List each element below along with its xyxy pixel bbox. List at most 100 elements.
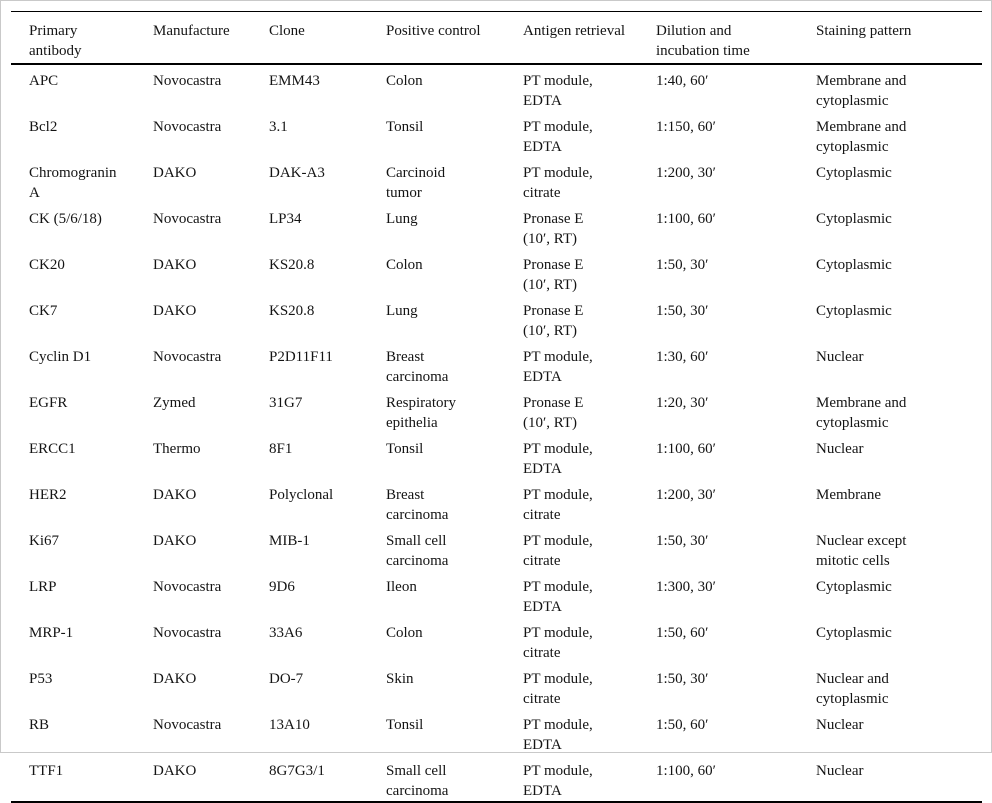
table-cell: KS20.8 <box>269 256 315 273</box>
table-cell: Membrane and cytoplasmic <box>816 72 907 109</box>
table-cell: DAKO <box>153 532 197 549</box>
table-cell: DAKO <box>153 486 197 503</box>
table-cell: Respiratory epithelia <box>386 394 456 431</box>
table-header-row: Primary antibody Manufacture Clone Posit… <box>11 11 982 65</box>
column-header-clone: Clone <box>269 11 386 65</box>
table-cell: Colon <box>386 624 423 641</box>
table-cell: Cytoplasmic <box>816 256 892 273</box>
table-cell: Novocastra <box>153 210 222 227</box>
table-cell: P2D11F11 <box>269 348 333 365</box>
table-cell: 1:50, 30′ <box>656 670 709 687</box>
table-cell: CK20 <box>29 256 65 273</box>
table-cell: DAKO <box>153 256 197 273</box>
table-cell: DO-7 <box>269 670 304 687</box>
table-cell: ERCC1 <box>29 440 76 457</box>
table-cell: EMM43 <box>269 72 320 89</box>
table-cell: 1:20, 30′ <box>656 394 709 411</box>
table-row: CK (5/6/18) Novocastra LP34 Lung Pronase… <box>11 203 982 249</box>
table-cell: Skin <box>386 670 414 687</box>
antibody-table: Primary antibody Manufacture Clone Posit… <box>11 11 982 803</box>
table-cell: PT module, EDTA <box>523 716 593 753</box>
table-cell: Chromogranin A <box>29 164 117 201</box>
table-cell: Colon <box>386 256 423 273</box>
table-cell: RB <box>29 716 50 733</box>
table-cell: P53 <box>29 670 53 687</box>
table-cell: Pronase E (10′, RT) <box>523 210 584 247</box>
table-row: TTF1 DAKO 8G7G3/1 Small cell carcinoma P… <box>11 755 982 802</box>
table-cell: 1:50, 30′ <box>656 532 709 549</box>
table-cell: 1:100, 60′ <box>656 440 716 457</box>
column-header-antigen-retrieval: Antigen retrieval <box>523 11 656 65</box>
table-cell: Colon <box>386 72 423 89</box>
table-row: CK7 DAKO KS20.8 Lung Pronase E (10′, RT)… <box>11 295 982 341</box>
table-cell: PT module, citrate <box>523 532 593 569</box>
table-cell: 3.1 <box>269 118 288 135</box>
table-cell: Zymed <box>153 394 196 411</box>
table-cell: Ileon <box>386 578 417 595</box>
table-row: Chromogranin A DAKO DAK-A3 Carcinoid tum… <box>11 157 982 203</box>
table-cell: Membrane <box>816 486 881 503</box>
column-header-primary-antibody: Primary antibody <box>11 11 153 65</box>
table-cell: DAKO <box>153 670 197 687</box>
table-cell: Nuclear except mitotic cells <box>816 532 907 569</box>
table-cell: HER2 <box>29 486 67 503</box>
table-cell: Novocastra <box>153 118 222 135</box>
table-cell: CK (5/6/18) <box>29 210 102 227</box>
table-cell: Pronase E (10′, RT) <box>523 256 584 293</box>
table-cell: Cytoplasmic <box>816 164 892 181</box>
table-row: APC Novocastra EMM43 Colon PT module, ED… <box>11 64 982 111</box>
table-cell: PT module, EDTA <box>523 578 593 615</box>
table-cell: Polyclonal <box>269 486 334 503</box>
table-cell: KS20.8 <box>269 302 315 319</box>
column-header-positive-control: Positive control <box>386 11 523 65</box>
table-cell: Breast carcinoma <box>386 348 449 385</box>
table-cell: Cytoplasmic <box>816 210 892 227</box>
table-cell: Bcl2 <box>29 118 58 135</box>
table-cell: 13A10 <box>269 716 310 733</box>
table-row: Cyclin D1 Novocastra P2D11F11 Breast car… <box>11 341 982 387</box>
table-cell: 1:40, 60′ <box>656 72 709 89</box>
table-cell: LRP <box>29 578 57 595</box>
table-cell: 1:100, 60′ <box>656 762 716 779</box>
table-cell: PT module, EDTA <box>523 72 593 109</box>
table-row: Ki67 DAKO MIB-1 Small cell carcinoma PT … <box>11 525 982 571</box>
table-row: EGFR Zymed 31G7 Respiratory epithelia Pr… <box>11 387 982 433</box>
table-cell: PT module, citrate <box>523 670 593 707</box>
table-cell: Lung <box>386 302 418 319</box>
table-cell: Nuclear <box>816 716 864 733</box>
table-cell: TTF1 <box>29 762 64 779</box>
table-row: RB Novocastra 13A10 Tonsil PT module, ED… <box>11 709 982 755</box>
table-cell: DAKO <box>153 302 197 319</box>
table-row: LRP Novocastra 9D6 Ileon PT module, EDTA… <box>11 571 982 617</box>
table-cell: Tonsil <box>386 440 424 457</box>
table-cell: MIB-1 <box>269 532 310 549</box>
table-cell: PT module, citrate <box>523 164 593 201</box>
table-row: ERCC1 Thermo 8F1 Tonsil PT module, EDTA … <box>11 433 982 479</box>
table-cell: Novocastra <box>153 624 222 641</box>
table-cell: PT module, citrate <box>523 624 593 661</box>
table-cell: Tonsil <box>386 716 424 733</box>
table-cell: MRP-1 <box>29 624 74 641</box>
table-row: HER2 DAKO Polyclonal Breast carcinoma PT… <box>11 479 982 525</box>
table-cell: PT module, EDTA <box>523 762 593 799</box>
table-cell: 1:300, 30′ <box>656 578 716 595</box>
table-cell: Carcinoid tumor <box>386 164 446 201</box>
table-row: Bcl2 Novocastra 3.1 Tonsil PT module, ED… <box>11 111 982 157</box>
table-cell: Lung <box>386 210 418 227</box>
table-cell: Membrane and cytoplasmic <box>816 118 907 155</box>
table-row: P53 DAKO DO-7 Skin PT module, citrate 1:… <box>11 663 982 709</box>
table-cell: 1:150, 60′ <box>656 118 716 135</box>
table-cell: Cyclin D1 <box>29 348 92 365</box>
table-cell: Cytoplasmic <box>816 578 892 595</box>
table-cell: Novocastra <box>153 578 222 595</box>
table-cell: PT module, EDTA <box>523 118 593 155</box>
table-cell: Cytoplasmic <box>816 624 892 641</box>
table-cell: Membrane and cytoplasmic <box>816 394 907 431</box>
table-cell: PT module, EDTA <box>523 440 593 477</box>
table-row: MRP-1 Novocastra 33A6 Colon PT module, c… <box>11 617 982 663</box>
table-cell: Ki67 <box>29 532 59 549</box>
table-cell: Nuclear <box>816 440 864 457</box>
table-cell: 1:200, 30′ <box>656 486 716 503</box>
table-cell: 8F1 <box>269 440 293 457</box>
table-cell: DAK-A3 <box>269 164 325 181</box>
